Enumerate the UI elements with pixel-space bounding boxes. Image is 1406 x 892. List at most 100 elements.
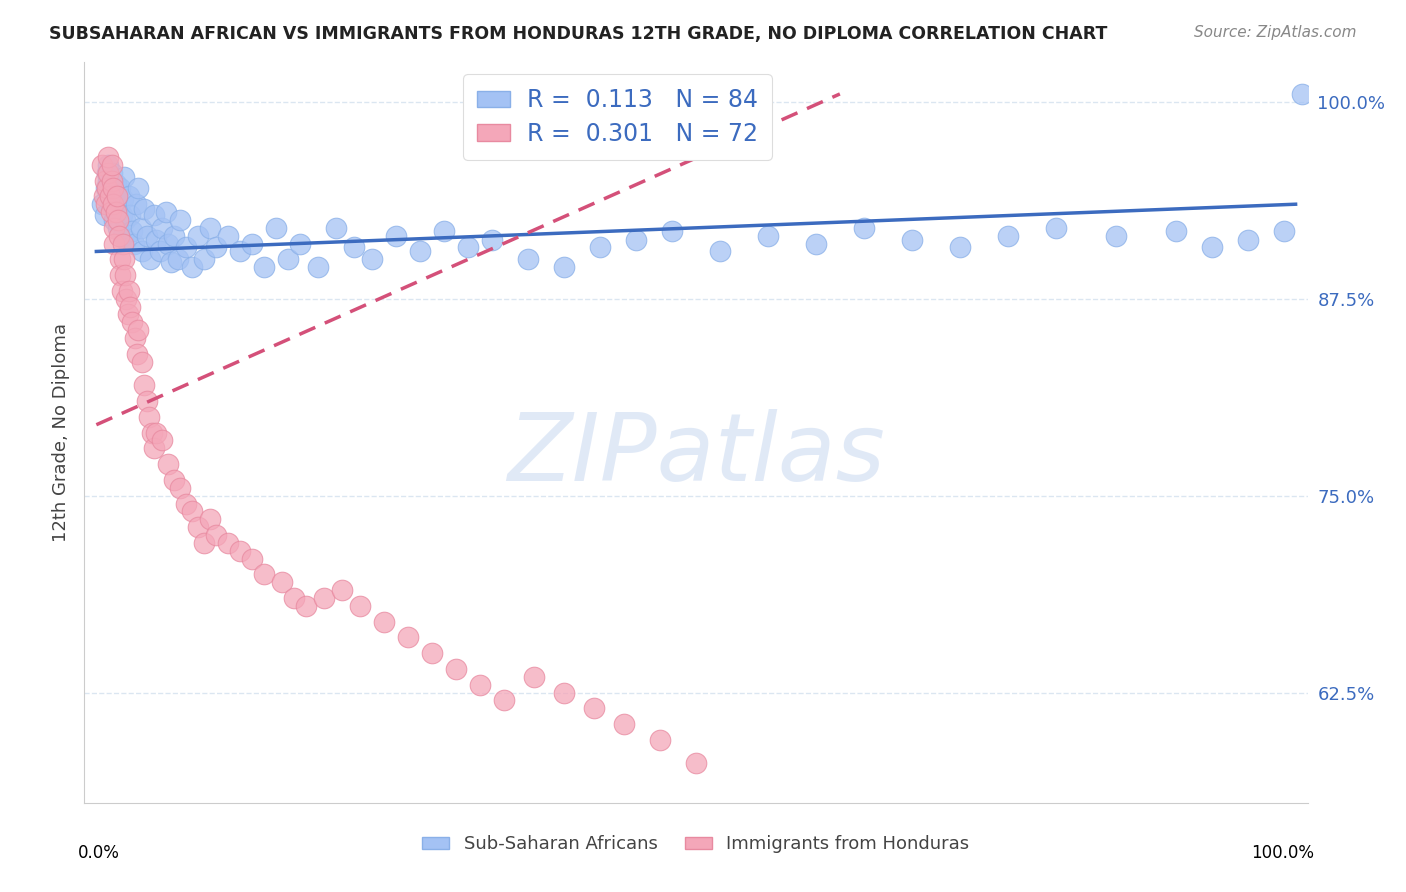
- Point: [217, 228, 239, 243]
- Point: [134, 202, 156, 216]
- Point: [325, 220, 347, 235]
- Point: [685, 756, 707, 771]
- Point: [1105, 228, 1128, 243]
- Point: [295, 599, 318, 613]
- Point: [97, 150, 120, 164]
- Point: [648, 732, 671, 747]
- Point: [138, 409, 160, 424]
- Point: [110, 181, 132, 195]
- Point: [111, 193, 134, 207]
- Point: [117, 308, 139, 322]
- Point: [205, 528, 228, 542]
- Point: [1045, 220, 1067, 235]
- Point: [253, 260, 276, 275]
- Point: [181, 260, 204, 275]
- Point: [118, 208, 141, 222]
- Point: [124, 331, 146, 345]
- Legend: Sub-Saharan Africans, Immigrants from Honduras: Sub-Saharan Africans, Immigrants from Ho…: [415, 828, 977, 861]
- Point: [91, 158, 114, 172]
- Point: [97, 173, 120, 187]
- Point: [100, 197, 122, 211]
- Point: [481, 234, 503, 248]
- Point: [193, 536, 215, 550]
- Point: [385, 228, 408, 243]
- Point: [444, 662, 467, 676]
- Point: [98, 189, 121, 203]
- Point: [290, 236, 312, 251]
- Point: [169, 481, 191, 495]
- Point: [264, 220, 287, 235]
- Point: [142, 442, 165, 456]
- Point: [108, 202, 131, 216]
- Point: [93, 208, 117, 222]
- Point: [494, 693, 516, 707]
- Point: [101, 173, 124, 187]
- Point: [661, 224, 683, 238]
- Point: [349, 599, 371, 613]
- Point: [107, 213, 129, 227]
- Point: [157, 236, 180, 251]
- Point: [110, 208, 132, 222]
- Point: [112, 170, 135, 185]
- Point: [97, 158, 120, 172]
- Point: [307, 260, 329, 275]
- Point: [135, 394, 157, 409]
- Point: [94, 181, 117, 195]
- Point: [103, 220, 125, 235]
- Point: [104, 177, 127, 191]
- Point: [330, 583, 353, 598]
- Point: [145, 425, 167, 440]
- Point: [108, 228, 131, 243]
- Point: [217, 536, 239, 550]
- Point: [163, 228, 186, 243]
- Point: [103, 213, 125, 227]
- Point: [101, 186, 124, 201]
- Text: 100.0%: 100.0%: [1251, 844, 1313, 862]
- Point: [127, 347, 149, 361]
- Point: [193, 252, 215, 267]
- Text: 0.0%: 0.0%: [79, 844, 120, 862]
- Point: [283, 591, 305, 605]
- Point: [163, 473, 186, 487]
- Point: [277, 252, 299, 267]
- Point: [200, 220, 222, 235]
- Point: [361, 252, 384, 267]
- Point: [229, 543, 252, 558]
- Point: [589, 240, 612, 254]
- Point: [127, 323, 149, 337]
- Point: [101, 181, 124, 195]
- Point: [373, 615, 395, 629]
- Point: [205, 240, 228, 254]
- Point: [105, 189, 128, 203]
- Point: [613, 717, 636, 731]
- Point: [101, 158, 124, 172]
- Point: [112, 252, 135, 267]
- Point: [343, 240, 366, 254]
- Point: [118, 284, 141, 298]
- Point: [145, 234, 167, 248]
- Y-axis label: 12th Grade, No Diploma: 12th Grade, No Diploma: [52, 323, 70, 542]
- Point: [624, 234, 647, 248]
- Point: [125, 197, 148, 211]
- Point: [101, 166, 124, 180]
- Point: [468, 678, 491, 692]
- Point: [101, 197, 124, 211]
- Point: [131, 355, 153, 369]
- Point: [150, 220, 173, 235]
- Point: [93, 189, 115, 203]
- Point: [91, 197, 114, 211]
- Point: [114, 268, 136, 282]
- Point: [118, 189, 141, 203]
- Point: [181, 504, 204, 518]
- Point: [1291, 87, 1313, 101]
- Point: [433, 224, 456, 238]
- Point: [111, 236, 134, 251]
- Point: [149, 244, 172, 259]
- Point: [96, 166, 118, 180]
- Point: [94, 197, 117, 211]
- Point: [129, 220, 152, 235]
- Point: [553, 260, 575, 275]
- Point: [131, 244, 153, 259]
- Point: [174, 496, 197, 510]
- Text: SUBSAHARAN AFRICAN VS IMMIGRANTS FROM HONDURAS 12TH GRADE, NO DIPLOMA CORRELATIO: SUBSAHARAN AFRICAN VS IMMIGRANTS FROM HO…: [49, 25, 1108, 43]
